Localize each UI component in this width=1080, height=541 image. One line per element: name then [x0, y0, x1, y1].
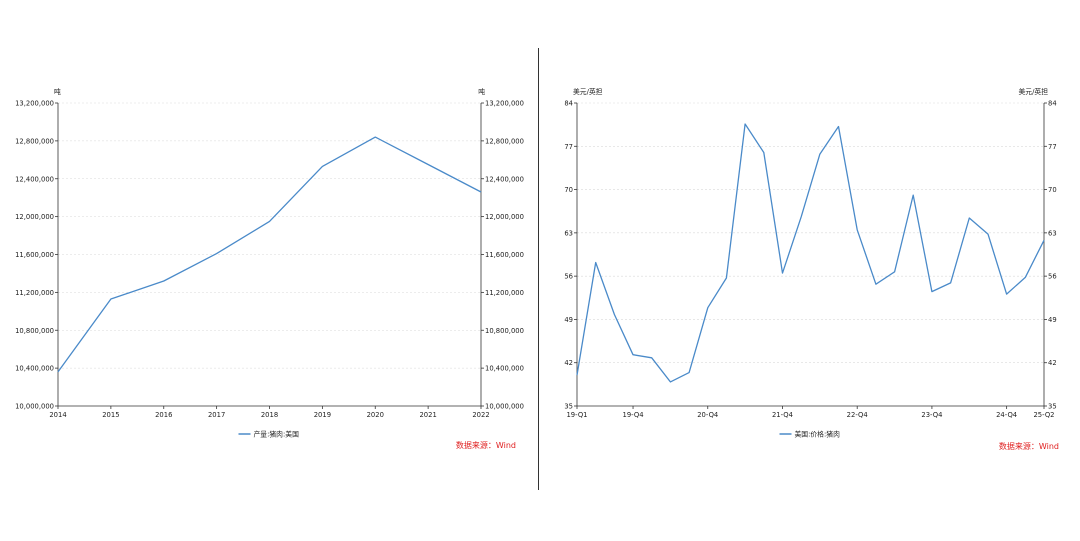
y-tick-label-left: 11,600,000 — [15, 251, 54, 259]
x-tick-label: 22-Q4 — [847, 411, 868, 419]
x-tick-label: 21-Q4 — [772, 411, 793, 419]
y-tick-label-left: 10,400,000 — [15, 365, 54, 373]
y-tick-label-right: 11,200,000 — [485, 289, 524, 297]
y-tick-label-right: 12,400,000 — [485, 175, 524, 183]
y-tick-label-right: 13,200,000 — [485, 100, 524, 108]
series-line — [576, 123, 1045, 383]
y-tick-label-left: 12,000,000 — [15, 213, 54, 221]
series-line — [57, 136, 482, 373]
source-label: 数据来源：Wind — [999, 441, 1059, 451]
source-label: 数据来源：Wind — [456, 440, 516, 450]
x-tick-label: 2018 — [261, 411, 278, 419]
y-tick-label-right: 12,800,000 — [485, 137, 524, 145]
x-tick-label: 2020 — [367, 411, 384, 419]
y-tick-label-left: 70 — [564, 186, 573, 194]
x-tick-label: 2017 — [208, 411, 225, 419]
legend-label: 美国:价格:猪肉 — [795, 430, 841, 439]
y-tick-label-right: 10,000,000 — [485, 403, 524, 411]
y-tick-label-right: 35 — [1048, 403, 1057, 411]
y-tick-label-right: 77 — [1048, 143, 1057, 151]
y-tick-label-left: 10,800,000 — [15, 327, 54, 335]
y-tick-label-left: 84 — [564, 100, 573, 108]
y-tick-label-right: 63 — [1048, 229, 1057, 237]
x-tick-label: 2016 — [155, 411, 172, 419]
x-tick-label: 19-Q1 — [566, 411, 587, 419]
x-tick-label: 19-Q4 — [623, 411, 644, 419]
y-unit-right: 美元/英担 — [1019, 87, 1049, 96]
y-tick-label-left: 12,400,000 — [15, 175, 54, 183]
y-tick-label-right: 49 — [1048, 316, 1057, 324]
y-tick-label-left: 11,200,000 — [15, 289, 54, 297]
y-tick-label-left: 77 — [564, 143, 573, 151]
y-tick-label-right: 12,000,000 — [485, 213, 524, 221]
y-tick-label-right: 10,400,000 — [485, 365, 524, 373]
x-tick-label: 23-Q4 — [921, 411, 942, 419]
y-tick-label-right: 42 — [1048, 359, 1057, 367]
y-tick-label-left: 49 — [564, 316, 573, 324]
x-tick-label: 2015 — [102, 411, 119, 419]
production-chart: 10,000,000 10,000,000 10,400,000 10,400,000… — [15, 87, 524, 450]
y-unit-right: 吨 — [478, 87, 485, 96]
y-tick-label-right: 70 — [1048, 186, 1057, 194]
y-tick-label-left: 12,800,000 — [15, 137, 54, 145]
x-tick-label: 2019 — [314, 411, 331, 419]
x-tick-label: 2014 — [49, 411, 66, 419]
y-tick-label-left: 35 — [564, 403, 573, 411]
x-tick-label: 2022 — [472, 411, 489, 419]
y-unit-left: 美元/英担 — [573, 87, 603, 96]
y-tick-label-left: 63 — [564, 229, 573, 237]
y-tick-label-left: 56 — [564, 273, 573, 281]
x-tick-label: 2021 — [419, 411, 436, 419]
x-tick-label: 24-Q4 — [996, 411, 1017, 419]
y-tick-label-right: 84 — [1048, 100, 1057, 108]
legend-label: 产量:猪肉:美国 — [254, 430, 300, 439]
y-tick-label-right: 11,600,000 — [485, 251, 524, 259]
y-tick-label-left: 42 — [564, 359, 573, 367]
panel-divider — [538, 48, 539, 490]
x-tick-label: 20-Q4 — [697, 411, 718, 419]
y-tick-label-right: 10,800,000 — [485, 327, 524, 335]
y-tick-label-right: 56 — [1048, 273, 1057, 281]
y-tick-label-left: 10,000,000 — [15, 403, 54, 411]
y-unit-left: 吨 — [54, 87, 61, 96]
y-tick-label-left: 13,200,000 — [15, 100, 54, 108]
x-tick-label: 25-Q2 — [1033, 411, 1054, 419]
